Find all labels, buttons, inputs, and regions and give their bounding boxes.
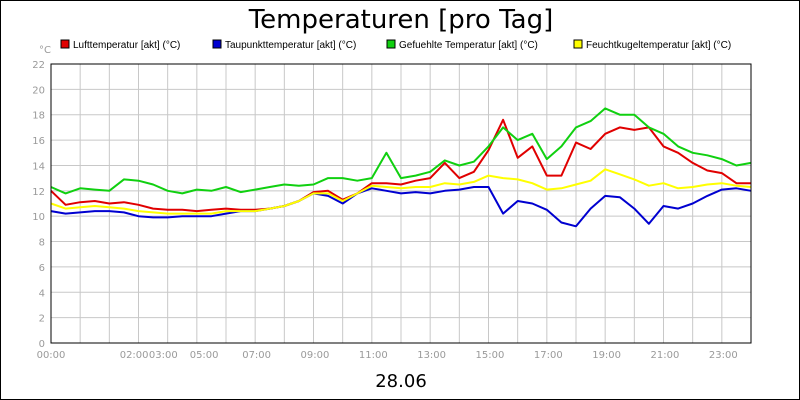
x-tick-label: 15:00: [476, 350, 505, 361]
y-tick-label: 0: [39, 339, 45, 350]
x-tick-label: 07:00: [242, 350, 271, 361]
x-tick-label: 17:00: [534, 350, 563, 361]
x-tick-label: 13:00: [417, 350, 446, 361]
x-tick-label: 05:00: [190, 350, 219, 361]
x-tick-label: 19:00: [592, 350, 621, 361]
legend-swatch: [212, 39, 222, 49]
series-line-4: [50, 168, 752, 215]
x-tick-label: 23:00: [709, 350, 738, 361]
y-tick-label: 10: [32, 212, 45, 223]
x-tick-label: 03:00: [149, 350, 178, 361]
legend-label: Taupunkttemperatur [akt] (°C): [225, 40, 356, 51]
grid: [50, 63, 752, 344]
y-tick-label: 16: [32, 136, 45, 147]
y-tick-label: 8: [39, 238, 45, 249]
series-lines: [50, 107, 752, 228]
y-tick-label: 6: [39, 263, 45, 274]
y-tick-label: 2: [39, 314, 45, 325]
y-axis-ticks: 0 2 4 6 8 10 12 14 16 18 20 22: [32, 60, 45, 350]
date-label: 28.06: [375, 371, 427, 392]
series-line-1: [50, 118, 751, 213]
x-axis-ticks: 00:00 02:00 03:00 05:00 07:00 09:00 11:00 13:00…: [37, 350, 738, 361]
x-tick-label: 11:00: [359, 350, 388, 361]
y-tick-label: 4: [39, 288, 45, 299]
legend-label: Feuchtkugeltemperatur [akt] (°C): [586, 40, 731, 51]
series-line-2: [50, 186, 752, 228]
y-tick-label: 12: [32, 187, 45, 198]
x-tick-label: 21:00: [651, 350, 680, 361]
x-tick-label: 09:00: [301, 350, 330, 361]
legend-label: Lufttemperatur [akt] (°C): [73, 40, 180, 51]
legend-swatch: [60, 39, 70, 49]
x-tick-label: 02:00: [120, 350, 149, 361]
series-line-3: [50, 107, 752, 195]
legend-swatch: [386, 39, 396, 49]
x-tick-label: 00:00: [37, 350, 66, 361]
legend-item: Feuchtkugeltemperatur [akt] (°C): [573, 39, 731, 51]
y-tick-label: 18: [32, 111, 45, 122]
y-tick-label: 22: [32, 60, 45, 71]
y-tick-label: 20: [32, 85, 45, 96]
y-tick-label: 14: [32, 161, 45, 172]
legend-item: Gefuehlte Temperatur [akt] (°C): [386, 39, 538, 51]
plot-border: [50, 63, 752, 344]
legend: Lufttemperatur [akt] (°C) Taupunkttempera…: [60, 39, 731, 51]
legend-label: Gefuehlte Temperatur [akt] (°C): [399, 40, 538, 51]
legend-item: Taupunkttemperatur [akt] (°C): [212, 39, 356, 51]
y-unit-label: °C: [39, 45, 51, 56]
legend-swatch: [573, 39, 583, 49]
chart-title: Temperaturen [pro Tag]: [248, 5, 554, 35]
legend-item: Lufttemperatur [akt] (°C): [60, 39, 180, 51]
